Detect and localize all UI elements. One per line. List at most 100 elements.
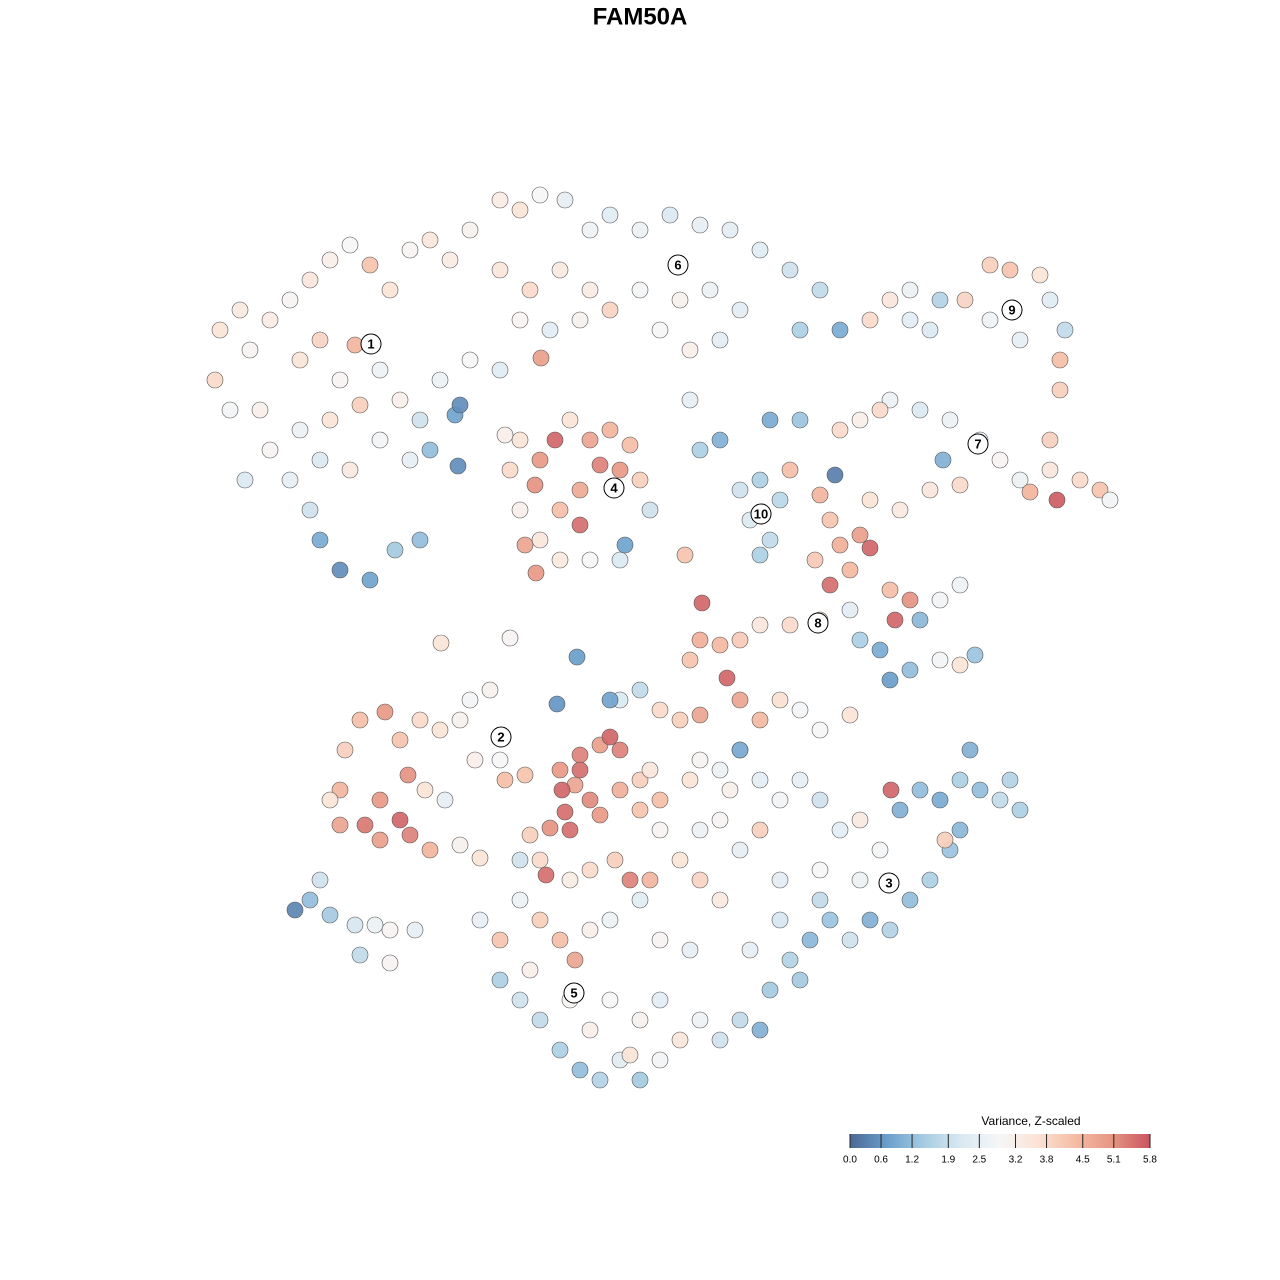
- point: [451, 396, 469, 414]
- point: [371, 831, 389, 849]
- point: [881, 391, 899, 409]
- point: [1056, 321, 1074, 339]
- point: [801, 931, 819, 949]
- cluster-label-bg: [878, 872, 900, 894]
- point: [781, 461, 799, 479]
- colorbar-bar: [850, 1134, 1150, 1148]
- point: [321, 791, 339, 809]
- point: [331, 371, 349, 389]
- cluster-label: 9: [1008, 302, 1015, 317]
- cluster-label: 3: [885, 875, 892, 890]
- point: [399, 766, 417, 784]
- point: [691, 216, 709, 234]
- point: [881, 581, 899, 599]
- colorbar-tick-label: 1.9: [941, 1155, 955, 1166]
- point: [611, 741, 629, 759]
- colorbar-tick-label: 5.8: [1143, 1155, 1157, 1166]
- point: [561, 821, 579, 839]
- point: [966, 646, 984, 664]
- cluster-label-bg: [563, 982, 585, 1004]
- point: [571, 311, 589, 329]
- point: [631, 681, 649, 699]
- point: [676, 546, 694, 564]
- point: [391, 731, 409, 749]
- point: [831, 321, 849, 339]
- point: [291, 421, 309, 439]
- point: [501, 461, 519, 479]
- point: [511, 311, 529, 329]
- cluster-label: 7: [974, 436, 981, 451]
- point: [311, 331, 329, 349]
- point: [851, 411, 869, 429]
- point: [886, 611, 904, 629]
- point: [691, 871, 709, 889]
- colorbar-tick-label: 3.8: [1040, 1155, 1054, 1166]
- point: [431, 371, 449, 389]
- point: [451, 836, 469, 854]
- point: [416, 781, 434, 799]
- point: [366, 916, 384, 934]
- point: [671, 1031, 689, 1049]
- point: [681, 391, 699, 409]
- point: [1011, 331, 1029, 349]
- point: [391, 391, 409, 409]
- point: [511, 991, 529, 1009]
- point: [241, 341, 259, 359]
- point: [1001, 261, 1019, 279]
- point: [731, 631, 749, 649]
- point: [571, 481, 589, 499]
- point: [361, 256, 379, 274]
- point: [811, 721, 829, 739]
- point: [471, 911, 489, 929]
- point: [351, 946, 369, 964]
- point: [651, 791, 669, 809]
- point: [511, 501, 529, 519]
- point: [376, 703, 394, 721]
- point: [651, 991, 669, 1009]
- point: [356, 816, 374, 834]
- point: [761, 411, 779, 429]
- point: [441, 251, 459, 269]
- point: [641, 871, 659, 889]
- point: [491, 361, 509, 379]
- point: [751, 546, 769, 564]
- point: [811, 891, 829, 909]
- point: [641, 501, 659, 519]
- point: [411, 411, 429, 429]
- point: [781, 261, 799, 279]
- point: [211, 321, 229, 339]
- point: [693, 594, 711, 612]
- point: [381, 954, 399, 972]
- point: [551, 261, 569, 279]
- point: [581, 221, 599, 239]
- point: [551, 501, 569, 519]
- cluster-label-bg: [667, 254, 689, 276]
- point: [621, 1046, 639, 1064]
- point: [601, 911, 619, 929]
- point: [751, 821, 769, 839]
- point: [1031, 266, 1049, 284]
- point: [841, 561, 859, 579]
- point: [351, 711, 369, 729]
- point: [901, 661, 919, 679]
- point: [511, 201, 529, 219]
- cluster-label: 5: [570, 985, 577, 1000]
- point: [601, 421, 619, 439]
- point: [521, 826, 539, 844]
- point: [286, 901, 304, 919]
- point: [851, 871, 869, 889]
- point: [711, 811, 729, 829]
- point: [651, 321, 669, 339]
- point: [751, 711, 769, 729]
- point: [831, 821, 849, 839]
- point: [321, 251, 339, 269]
- cluster-label-bg: [750, 503, 772, 525]
- point: [581, 431, 599, 449]
- point: [751, 616, 769, 634]
- point: [751, 771, 769, 789]
- colorbar-tick-label: 5.1: [1107, 1155, 1121, 1166]
- point: [871, 841, 889, 859]
- point: [691, 631, 709, 649]
- point: [931, 291, 949, 309]
